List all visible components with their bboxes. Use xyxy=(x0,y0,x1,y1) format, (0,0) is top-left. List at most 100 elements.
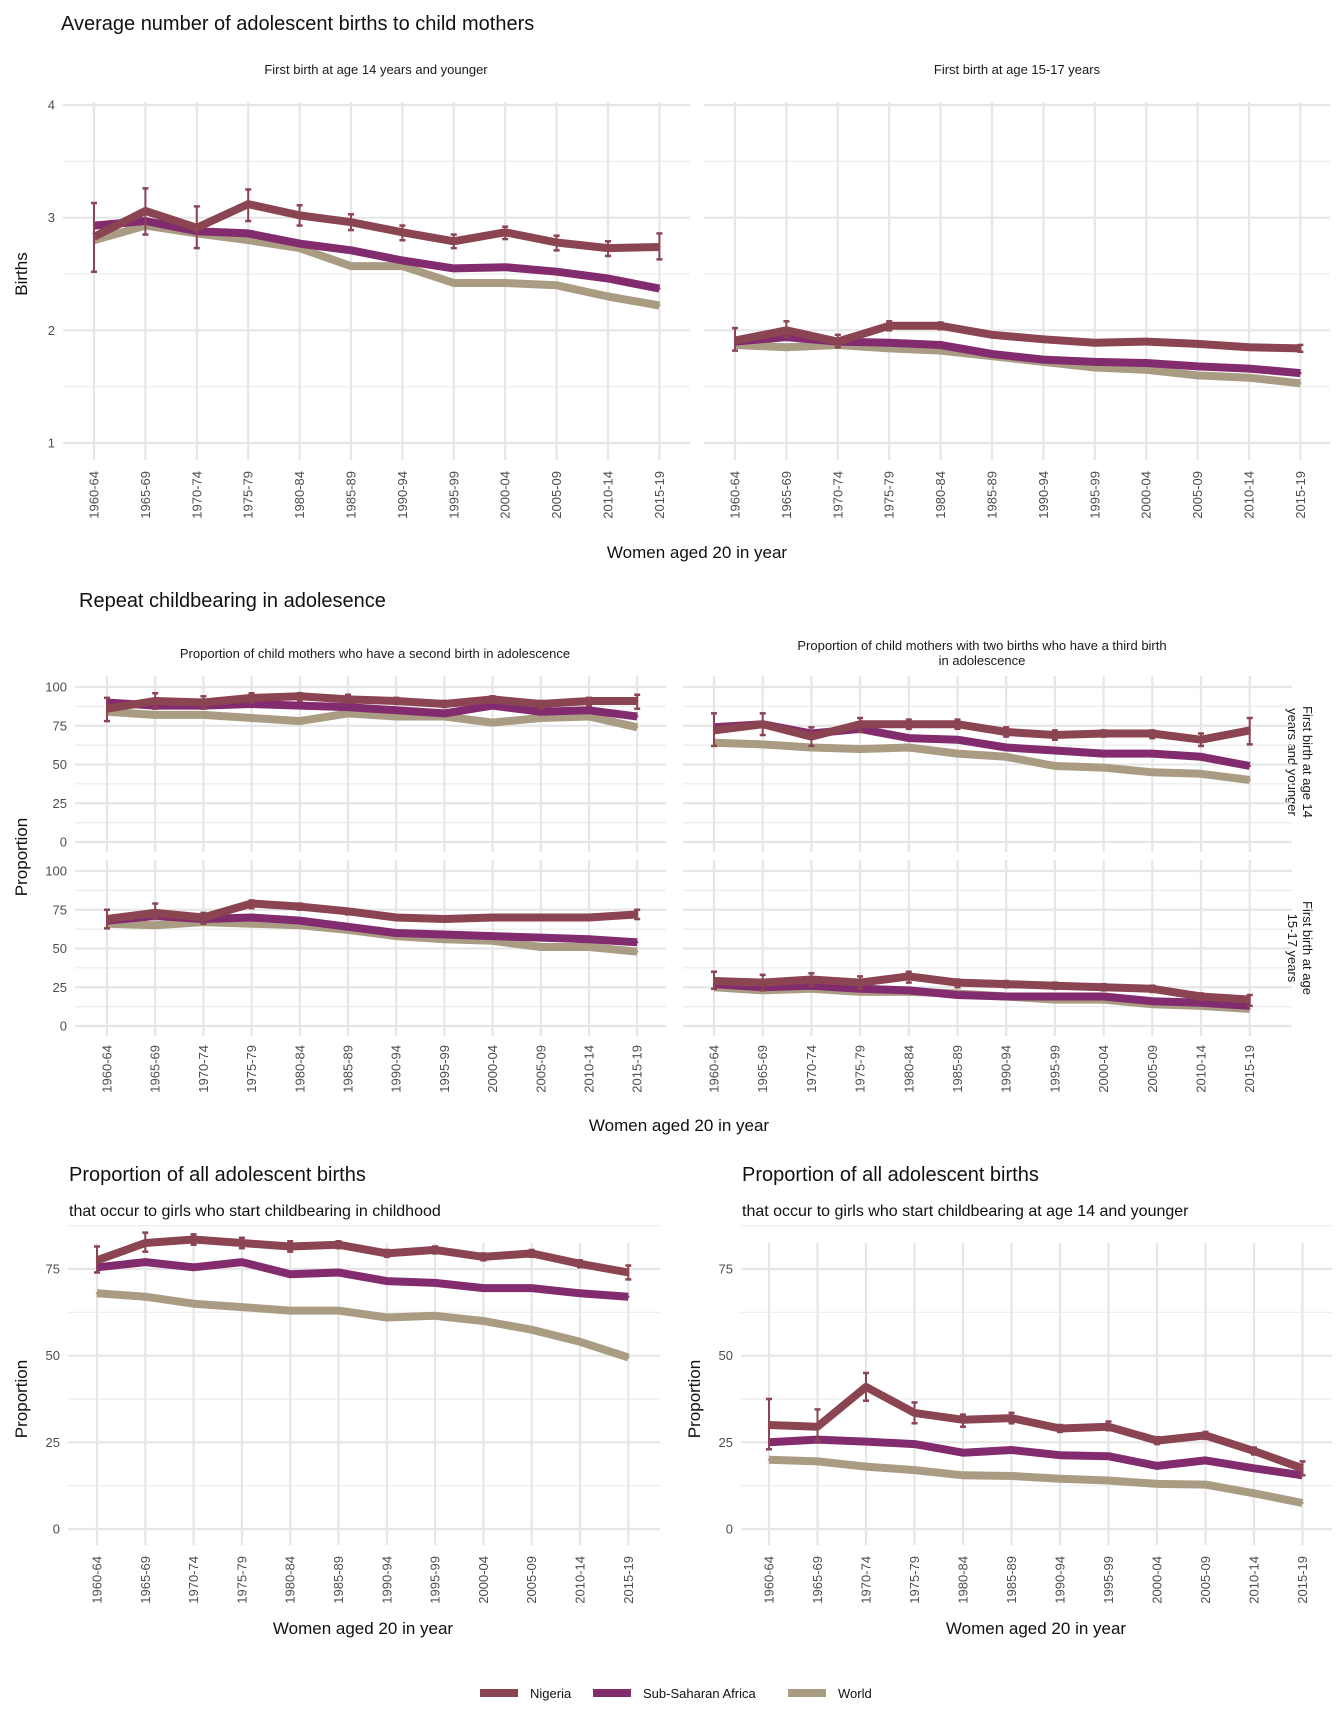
panel-second-birth-14-younger: 0 25 50 75 100 xyxy=(45,676,666,852)
data-point xyxy=(395,715,398,718)
series-line-nigeria xyxy=(713,972,1250,1004)
x-tick-label: 1985-89 xyxy=(331,1556,346,1604)
x-tick-label: 1985-89 xyxy=(950,1045,965,1093)
data-point xyxy=(154,713,157,717)
data-point xyxy=(385,1316,388,1319)
x-tick-label: 1980-84 xyxy=(956,1556,971,1604)
data-point xyxy=(1005,755,1008,758)
section-prop-childhood: Proportion of all adolescent births that… xyxy=(12,1164,660,1638)
error-bar xyxy=(152,691,159,710)
data-point xyxy=(443,712,446,715)
data-point xyxy=(289,1273,292,1276)
error-bar xyxy=(104,696,110,723)
y-axis-label: Proportion xyxy=(12,818,31,896)
data-point xyxy=(240,1305,244,1309)
x-tick-label: 1970-74 xyxy=(830,471,845,519)
data-point xyxy=(1093,360,1097,364)
legend-swatch xyxy=(788,1689,826,1697)
error-bar xyxy=(711,712,717,748)
error-bar xyxy=(711,970,717,991)
x-tick-label: 1975-79 xyxy=(882,471,897,519)
y-tick-label: 50 xyxy=(719,1348,733,1363)
legend-label: World xyxy=(838,1686,872,1701)
x-tick-label: 2005-09 xyxy=(549,471,564,519)
series-nigeria xyxy=(91,187,663,273)
x-axis-label: Women aged 20 in year xyxy=(607,543,788,562)
x-tick-label: 2010-14 xyxy=(1247,1556,1262,1604)
legend-item-sub-saharan-africa: Sub-Saharan Africa xyxy=(593,1686,757,1701)
data-point xyxy=(578,1340,582,1344)
data-point xyxy=(555,270,558,273)
x-tick-label: 1970-74 xyxy=(196,1045,211,1093)
panel-15-17: 1960-64 1965-69 1970-74 1975-79 1980-84 1985-… xyxy=(704,102,1330,519)
error-bar xyxy=(954,978,961,989)
error-bar xyxy=(1194,340,1201,348)
x-tick-label: 1960-64 xyxy=(728,471,743,519)
data-point xyxy=(443,933,446,936)
error-bar xyxy=(528,1248,535,1259)
series-line-world xyxy=(96,1289,630,1362)
section-repeat-childbearing: Repeat childbearing in adolesence Propor… xyxy=(12,590,1315,1135)
data-point xyxy=(1102,766,1105,769)
x-tick-label: 1960-64 xyxy=(762,1556,777,1604)
data-point xyxy=(555,284,558,287)
error-bar xyxy=(586,696,592,707)
data-point xyxy=(298,242,301,245)
gridlines xyxy=(63,102,690,460)
error-bar xyxy=(94,1245,100,1274)
data-point xyxy=(1247,376,1251,379)
data-point xyxy=(816,1460,819,1463)
error-bar xyxy=(1299,1460,1306,1477)
series-nigeria xyxy=(711,970,1253,1008)
data-point xyxy=(627,1295,630,1298)
legend-swatch xyxy=(593,1689,631,1697)
data-point xyxy=(433,1314,437,1318)
y-axis-label: Proportion xyxy=(685,1360,704,1438)
data-point xyxy=(1248,764,1251,768)
data-point xyxy=(1102,752,1105,755)
error-bar xyxy=(1246,343,1252,351)
x-tick-label: 2010-14 xyxy=(1194,1045,1209,1093)
legend-item-world: World xyxy=(788,1686,872,1701)
x-tick-label: 1970-74 xyxy=(859,1556,874,1604)
chart-title: Proportion of all adolescent births xyxy=(742,1164,1039,1186)
error-bar xyxy=(441,916,448,922)
data-point xyxy=(1107,1455,1110,1458)
x-tick-label: 2000-04 xyxy=(498,471,513,519)
x-tick-label: 2005-09 xyxy=(1198,1556,1213,1604)
series-line-nigeria xyxy=(734,321,1301,353)
series-nigeria xyxy=(766,1371,1306,1477)
x-tick-label: 1975-79 xyxy=(853,1045,868,1093)
data-point xyxy=(482,1286,485,1290)
chart-title: Repeat childbearing in adolesence xyxy=(79,590,386,612)
data-point xyxy=(864,1465,868,1468)
data-point xyxy=(337,1309,340,1312)
data-point xyxy=(482,1319,485,1323)
y-tick-label: 75 xyxy=(53,718,67,733)
error-bar xyxy=(1246,993,1253,1008)
data-point xyxy=(990,352,994,356)
data-point xyxy=(539,710,542,713)
error-bar xyxy=(577,1259,583,1269)
panel-prop-childhood: 0 25 50 75 1960-64 1965-69 1970-74 1975-79 1980-… xyxy=(46,1225,660,1604)
data-point xyxy=(337,1271,340,1274)
data-point xyxy=(767,1458,771,1461)
error-bar xyxy=(863,1371,869,1402)
x-tick-label: 2015-19 xyxy=(621,1556,636,1604)
error-bar xyxy=(605,240,611,258)
row-strip-label: First birth at age15-17 years xyxy=(1285,901,1315,995)
series-nigeria xyxy=(732,320,1304,353)
x-tick-label: 1995-99 xyxy=(446,471,461,519)
x-axis-label: Women aged 20 in year xyxy=(589,1116,770,1135)
data-point xyxy=(504,281,507,285)
series-world xyxy=(767,1455,1304,1507)
x-tick-label: 2000-04 xyxy=(1139,471,1154,519)
data-point xyxy=(1155,1464,1159,1468)
x-tick-label: 2015-19 xyxy=(630,1045,645,1093)
error-bar xyxy=(348,213,354,232)
x-tick-label: 1960-64 xyxy=(87,471,102,519)
data-point xyxy=(636,726,639,729)
data-point xyxy=(1151,752,1154,755)
x-tick-label: 1970-74 xyxy=(189,471,204,519)
x-tick-label: 1985-89 xyxy=(1004,1556,1019,1604)
